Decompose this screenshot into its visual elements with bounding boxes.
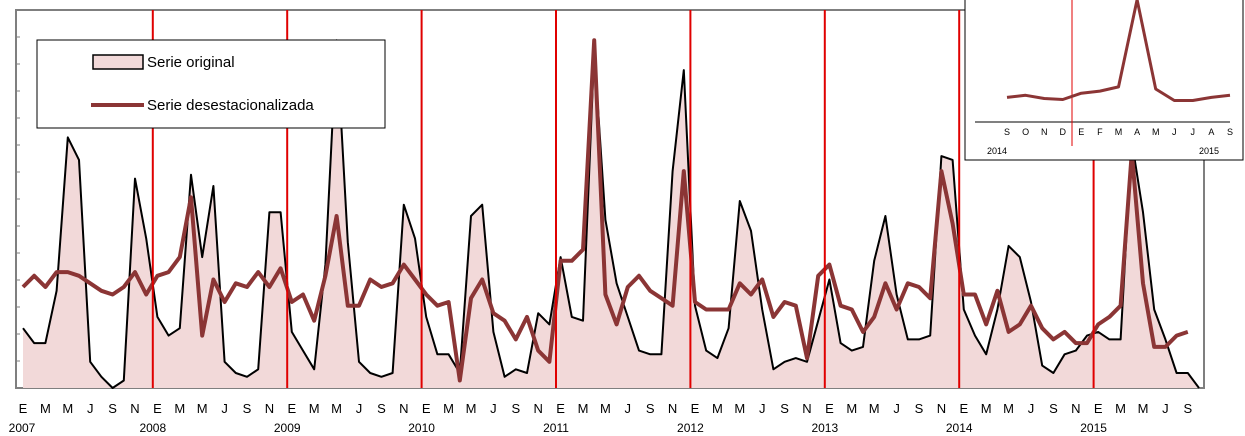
x-tick-label: N: [668, 401, 677, 416]
x-tick-label: N: [937, 401, 946, 416]
x-tick-label: M: [1138, 401, 1149, 416]
original-series-area: [23, 40, 1199, 388]
x-tick-label: M: [174, 401, 185, 416]
x-tick-label: J: [221, 401, 228, 416]
x-tick-label: E: [287, 401, 296, 416]
x-tick-label: E: [959, 401, 968, 416]
x-tick-label: J: [356, 401, 363, 416]
x-axis-year-labels: 2007 2008 2009 2010 2011 2012 2013 2014 2015: [9, 421, 1108, 435]
x-year-label: 2009: [274, 421, 301, 435]
x-tick-label: N: [1071, 401, 1080, 416]
x-year-label: 2013: [811, 421, 838, 435]
inset-x-tick-label: F: [1097, 127, 1103, 137]
x-tick-label: M: [331, 401, 342, 416]
x-tick-label: N: [802, 401, 811, 416]
x-tick-label: M: [309, 401, 320, 416]
inset-x-tick-label: N: [1041, 127, 1048, 137]
inset-year-label: 2015: [1199, 146, 1219, 156]
x-tick-label: M: [846, 401, 857, 416]
inset-x-tick-label: J: [1191, 127, 1196, 137]
legend-swatch-original: [92, 54, 144, 70]
x-tick-label: M: [1003, 401, 1014, 416]
x-tick-label: E: [422, 401, 431, 416]
inset-x-tick-label: D: [1060, 127, 1067, 137]
x-tick-label: J: [625, 401, 632, 416]
x-tick-label: S: [377, 401, 386, 416]
x-tick-label: S: [108, 401, 117, 416]
x-tick-label: S: [915, 401, 924, 416]
x-tick-label: S: [1049, 401, 1058, 416]
x-tick-label: S: [243, 401, 252, 416]
x-tick-label: N: [265, 401, 274, 416]
inset-x-tick-label: A: [1134, 127, 1140, 137]
x-tick-label: E: [19, 401, 28, 416]
x-tick-label: N: [130, 401, 139, 416]
x-tick-label: M: [197, 401, 208, 416]
x-tick-label: N: [399, 401, 408, 416]
x-tick-label: E: [691, 401, 700, 416]
x-tick-label: M: [1115, 401, 1126, 416]
x-tick-label: J: [490, 401, 497, 416]
inset-x-tick-label: M: [1115, 127, 1123, 137]
legend-label-original: Serie original: [147, 54, 235, 71]
x-year-label: 2011: [543, 421, 569, 435]
x-tick-label: N: [534, 401, 543, 416]
x-tick-label: J: [759, 401, 766, 416]
x-tick-label: S: [646, 401, 655, 416]
inset-x-tick-label: J: [1172, 127, 1177, 137]
series-original-fill: [23, 40, 1199, 388]
x-tick-label: E: [825, 401, 834, 416]
x-tick-label: M: [869, 401, 880, 416]
x-year-label: 2007: [9, 421, 36, 435]
series-adjusted-line: [21, 38, 1189, 383]
inset-year-label: 2014: [987, 146, 1007, 156]
x-year-label: 2014: [946, 421, 973, 435]
x-tick-label: M: [600, 401, 611, 416]
legend-label-adjusted: Serie desestacionalizada: [147, 97, 314, 114]
x-tick-label: E: [153, 401, 162, 416]
x-tick-label: E: [1094, 401, 1103, 416]
x-year-label: 2008: [139, 421, 166, 435]
x-tick-label: M: [40, 401, 51, 416]
x-tick-label: M: [466, 401, 477, 416]
x-tick-label: M: [712, 401, 723, 416]
inset-x-tick-label: O: [1022, 127, 1029, 137]
inset-frame: [964, 0, 1244, 161]
inset-series-line: [1006, 0, 1231, 102]
inset-x-tick-label: S: [1004, 127, 1010, 137]
x-year-label: 2012: [677, 421, 704, 435]
inset-x-tick-label: S: [1227, 127, 1233, 137]
inset-series: [1006, 0, 1231, 102]
x-tick-label: M: [578, 401, 589, 416]
x-tick-label: S: [511, 401, 520, 416]
series-original-line: [22, 39, 1200, 389]
x-year-label: 2015: [1080, 421, 1107, 435]
x-tick-label: J: [1028, 401, 1035, 416]
x-tick-label: S: [780, 401, 789, 416]
series-lines: [21, 38, 1200, 389]
x-tick-label: M: [443, 401, 454, 416]
y-axis-ticks: [16, 9, 20, 389]
x-year-label: 2010: [408, 421, 435, 435]
x-tick-label: J: [87, 401, 94, 416]
x-tick-label: S: [1183, 401, 1192, 416]
legend: Serie original Serie desestacionalizada: [36, 39, 386, 129]
x-tick-label: M: [981, 401, 992, 416]
x-tick-label: M: [62, 401, 73, 416]
x-tick-label: M: [734, 401, 745, 416]
x-tick-label: J: [893, 401, 900, 416]
inset-x-tick-label: E: [1078, 127, 1084, 137]
x-tick-label: E: [556, 401, 565, 416]
x-tick-label: J: [1162, 401, 1169, 416]
inset-x-tick-label: M: [1152, 127, 1160, 137]
inset-x-tick-label: A: [1208, 127, 1214, 137]
inset-chart: S O N D E F M A M J J A S 2014 2015: [964, 0, 1244, 161]
